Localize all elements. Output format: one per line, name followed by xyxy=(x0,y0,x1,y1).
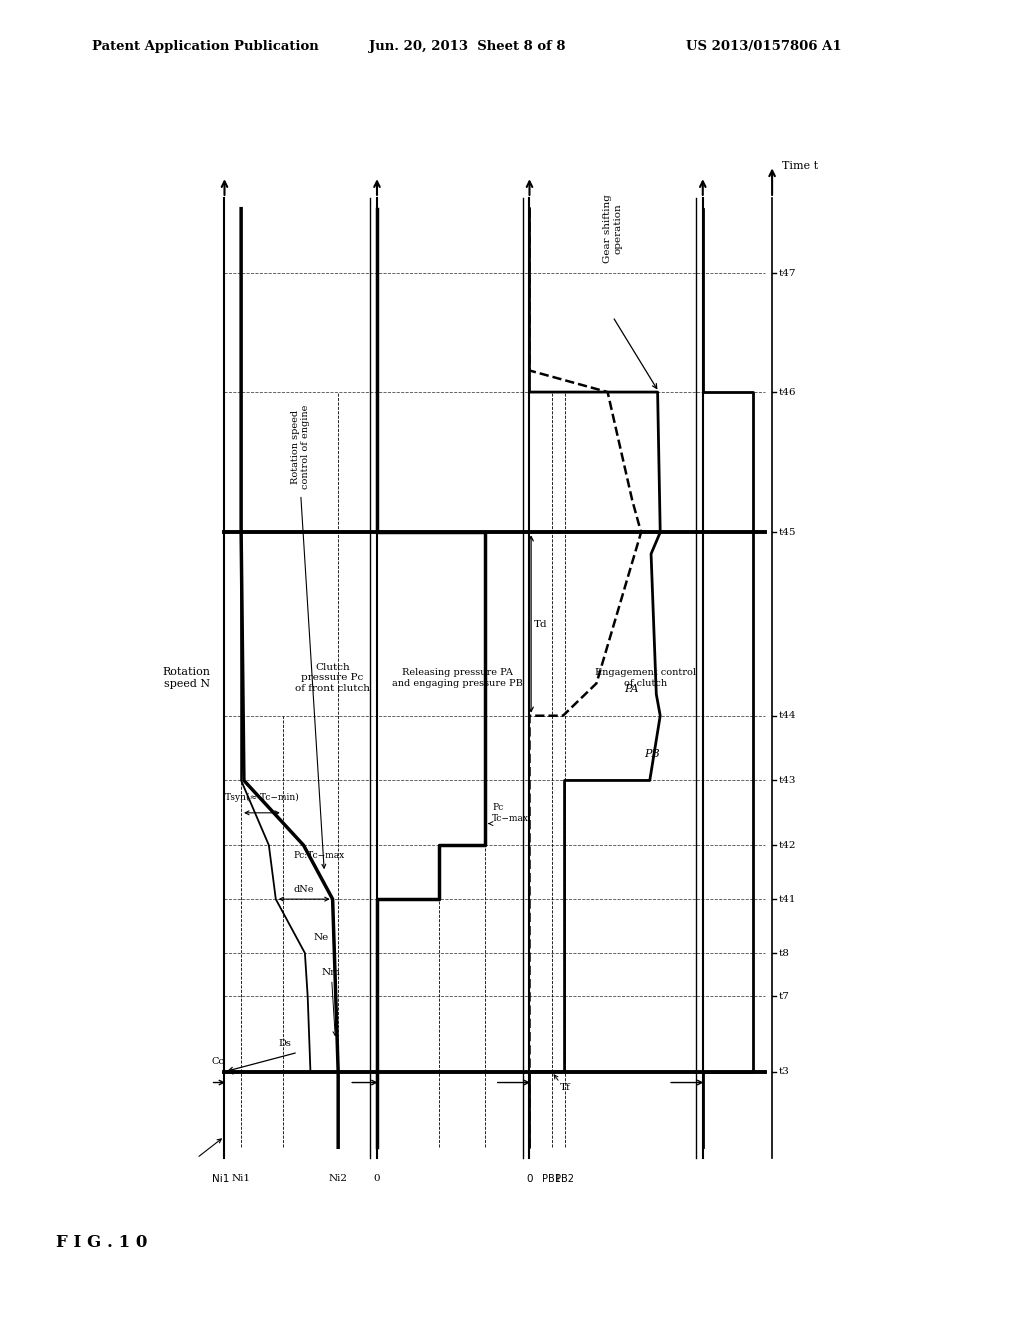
Text: 0: 0 xyxy=(374,1175,380,1183)
Text: t3: t3 xyxy=(779,1068,790,1076)
Text: 0: 0 xyxy=(526,1175,532,1184)
Text: Patent Application Publication: Patent Application Publication xyxy=(92,40,318,53)
Text: Engagement control
of clutch: Engagement control of clutch xyxy=(595,668,696,688)
Text: Rotation speed
control of engine: Rotation speed control of engine xyxy=(291,405,310,490)
Text: t43: t43 xyxy=(779,776,797,785)
Text: t47: t47 xyxy=(779,269,797,279)
Text: Ni1: Ni1 xyxy=(231,1175,251,1183)
Text: US 2013/0157806 A1: US 2013/0157806 A1 xyxy=(686,40,842,53)
Text: Jun. 20, 2013  Sheet 8 of 8: Jun. 20, 2013 Sheet 8 of 8 xyxy=(369,40,565,53)
Text: Td: Td xyxy=(535,619,548,628)
Text: F I G . 1 0: F I G . 1 0 xyxy=(56,1234,147,1251)
Text: Pc
Tc−max: Pc Tc−max xyxy=(493,803,529,822)
Text: PB: PB xyxy=(644,748,660,759)
Text: t42: t42 xyxy=(779,841,797,850)
Text: PB1: PB1 xyxy=(543,1175,561,1184)
Text: Ds: Ds xyxy=(279,1039,291,1048)
Text: Ni2: Ni2 xyxy=(329,1175,348,1183)
Text: Tf: Tf xyxy=(560,1082,570,1092)
Text: t41: t41 xyxy=(779,895,797,904)
Text: Time t: Time t xyxy=(782,161,818,170)
Text: Tsyn(≈ Tc−min): Tsyn(≈ Tc−min) xyxy=(225,793,299,803)
Text: PB2: PB2 xyxy=(555,1175,574,1184)
Text: Ne: Ne xyxy=(313,933,329,942)
Text: t44: t44 xyxy=(779,711,797,721)
Text: Clutch
pressure Pc
of front clutch: Clutch pressure Pc of front clutch xyxy=(295,663,370,693)
Text: Pc:Tc−max: Pc:Tc−max xyxy=(294,851,345,861)
Text: dNe: dNe xyxy=(294,884,314,894)
Text: PA: PA xyxy=(625,684,639,694)
Text: Nm: Nm xyxy=(322,968,341,1035)
Text: Ni1: Ni1 xyxy=(212,1175,229,1184)
Text: t7: t7 xyxy=(779,991,790,1001)
Text: t8: t8 xyxy=(779,949,790,957)
Text: t45: t45 xyxy=(779,528,797,537)
Text: Rotation
speed N: Rotation speed N xyxy=(163,667,211,689)
Text: Releasing pressure PA
and engaging pressure PB: Releasing pressure PA and engaging press… xyxy=(392,668,522,688)
Text: Cc: Cc xyxy=(212,1057,224,1067)
Text: t46: t46 xyxy=(779,388,797,396)
Text: Gear shifting
operation: Gear shifting operation xyxy=(603,194,623,263)
